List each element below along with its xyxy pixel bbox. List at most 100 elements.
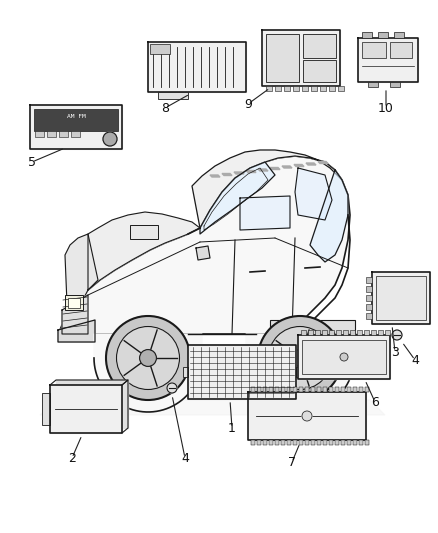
Polygon shape bbox=[298, 335, 390, 379]
Text: 6: 6 bbox=[371, 395, 379, 408]
Circle shape bbox=[392, 330, 402, 340]
Circle shape bbox=[302, 411, 312, 421]
Bar bbox=[376, 276, 426, 320]
Circle shape bbox=[268, 327, 332, 390]
Bar bbox=[366, 295, 372, 301]
Bar bbox=[251, 387, 255, 392]
Polygon shape bbox=[200, 162, 275, 234]
Bar bbox=[35, 131, 44, 137]
Bar bbox=[315, 330, 320, 335]
Text: 4: 4 bbox=[411, 353, 419, 367]
Text: 2: 2 bbox=[68, 451, 76, 464]
Bar bbox=[269, 387, 273, 392]
Polygon shape bbox=[188, 345, 296, 399]
Bar bbox=[390, 42, 412, 58]
Bar bbox=[275, 387, 279, 392]
Polygon shape bbox=[310, 170, 348, 262]
Bar bbox=[317, 440, 321, 445]
Circle shape bbox=[258, 316, 342, 400]
Bar bbox=[281, 387, 285, 392]
Polygon shape bbox=[210, 175, 220, 177]
Bar bbox=[385, 330, 390, 335]
Bar bbox=[365, 440, 369, 445]
Text: 9: 9 bbox=[244, 98, 252, 110]
Polygon shape bbox=[262, 30, 340, 86]
Bar bbox=[296, 367, 301, 377]
Text: 8: 8 bbox=[161, 101, 169, 115]
Text: 4: 4 bbox=[181, 451, 189, 464]
Bar bbox=[329, 86, 335, 91]
Polygon shape bbox=[94, 334, 202, 412]
Polygon shape bbox=[358, 38, 418, 82]
Polygon shape bbox=[248, 392, 366, 440]
Bar bbox=[303, 34, 336, 58]
Bar bbox=[366, 277, 372, 283]
Bar bbox=[362, 32, 372, 38]
Bar bbox=[257, 440, 261, 445]
Bar bbox=[378, 330, 383, 335]
Bar bbox=[323, 440, 327, 445]
Bar bbox=[302, 340, 386, 374]
Bar bbox=[269, 440, 273, 445]
Bar bbox=[275, 86, 281, 91]
Bar bbox=[357, 330, 362, 335]
Bar bbox=[270, 320, 355, 334]
Bar bbox=[347, 387, 351, 392]
Bar bbox=[323, 387, 327, 392]
Text: AM FM: AM FM bbox=[67, 115, 85, 119]
Bar bbox=[364, 330, 369, 335]
Bar bbox=[390, 82, 400, 87]
Polygon shape bbox=[295, 168, 332, 220]
Bar bbox=[341, 440, 345, 445]
Polygon shape bbox=[56, 380, 128, 428]
Bar bbox=[353, 440, 357, 445]
Bar bbox=[322, 330, 327, 335]
Bar bbox=[301, 330, 306, 335]
Text: 3: 3 bbox=[391, 345, 399, 359]
Polygon shape bbox=[148, 42, 246, 92]
Bar bbox=[47, 131, 56, 137]
Bar bbox=[359, 440, 363, 445]
Bar bbox=[130, 225, 158, 239]
Text: 7: 7 bbox=[288, 456, 296, 469]
Polygon shape bbox=[62, 295, 88, 334]
Bar bbox=[366, 286, 372, 292]
Circle shape bbox=[292, 350, 308, 366]
Bar bbox=[263, 387, 267, 392]
Polygon shape bbox=[240, 196, 290, 230]
Bar bbox=[371, 330, 376, 335]
Bar bbox=[266, 86, 272, 91]
Bar bbox=[329, 440, 333, 445]
Polygon shape bbox=[222, 174, 232, 175]
Circle shape bbox=[340, 353, 348, 361]
Polygon shape bbox=[30, 105, 122, 149]
Bar bbox=[284, 86, 290, 91]
Bar bbox=[65, 295, 83, 310]
Bar bbox=[302, 86, 308, 91]
Circle shape bbox=[103, 132, 117, 146]
Bar bbox=[343, 330, 348, 335]
Bar bbox=[42, 393, 50, 425]
Bar bbox=[329, 387, 333, 392]
Polygon shape bbox=[258, 169, 268, 171]
Bar bbox=[287, 440, 291, 445]
Polygon shape bbox=[88, 212, 200, 290]
Polygon shape bbox=[270, 167, 280, 169]
Bar bbox=[263, 440, 267, 445]
Bar bbox=[150, 44, 170, 54]
Bar bbox=[305, 387, 309, 392]
Circle shape bbox=[140, 350, 156, 366]
Polygon shape bbox=[65, 234, 98, 328]
Bar bbox=[68, 298, 80, 308]
Polygon shape bbox=[246, 334, 354, 412]
Bar bbox=[329, 330, 334, 335]
Bar bbox=[311, 387, 315, 392]
Polygon shape bbox=[246, 171, 256, 173]
Bar bbox=[311, 86, 317, 91]
Bar bbox=[353, 387, 357, 392]
Bar bbox=[287, 387, 291, 392]
Polygon shape bbox=[234, 172, 244, 174]
Polygon shape bbox=[282, 166, 292, 168]
Bar bbox=[293, 86, 299, 91]
Bar bbox=[359, 387, 363, 392]
